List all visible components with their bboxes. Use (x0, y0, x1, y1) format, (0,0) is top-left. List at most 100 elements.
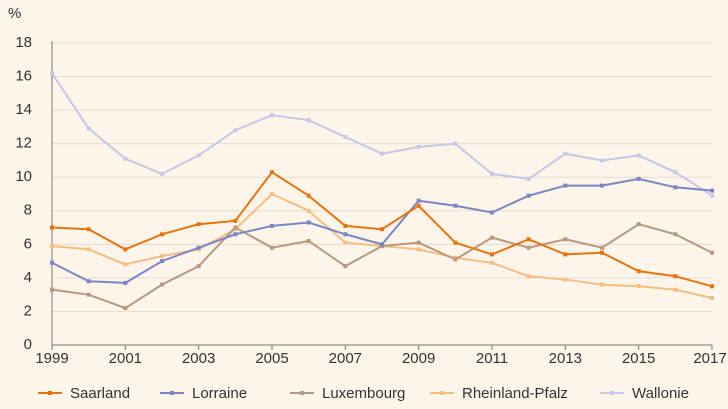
point (563, 151, 568, 156)
point (380, 242, 384, 247)
point (196, 245, 201, 250)
legend-marker (170, 391, 174, 395)
point (563, 252, 568, 257)
point (673, 232, 678, 237)
point (526, 237, 531, 242)
point (343, 134, 348, 139)
point (380, 151, 384, 156)
point (526, 245, 531, 250)
y-tick-label: 8 (24, 202, 32, 219)
point (123, 280, 128, 285)
point (710, 284, 714, 289)
point (490, 171, 494, 176)
point (416, 145, 421, 150)
point (636, 222, 641, 227)
x-tick-label: 2017 (693, 350, 726, 367)
point (160, 171, 164, 176)
point (416, 247, 421, 252)
legend-label: Saarland (70, 385, 130, 402)
point (160, 282, 164, 287)
point (86, 126, 91, 131)
point (563, 277, 568, 282)
y-tick-label: 6 (24, 235, 32, 252)
point (600, 282, 604, 287)
point (50, 225, 54, 230)
legend-marker (440, 391, 444, 395)
point (270, 223, 274, 228)
y-tick-label: 4 (24, 269, 32, 286)
point (380, 227, 384, 232)
point (636, 284, 641, 289)
point (196, 222, 201, 227)
y-tick-label: 10 (15, 168, 32, 185)
point (86, 247, 91, 252)
point (343, 264, 348, 269)
point (270, 170, 274, 175)
point (673, 287, 678, 292)
point (196, 264, 201, 269)
point (50, 287, 54, 292)
point (86, 279, 91, 284)
point (50, 260, 54, 265)
point (50, 244, 54, 249)
point (490, 235, 494, 240)
y-tick-label: 2 (24, 302, 32, 319)
point (123, 306, 128, 311)
point (490, 252, 494, 257)
x-tick-label: 1999 (35, 350, 68, 367)
legend-marker (300, 391, 304, 395)
point (453, 203, 458, 208)
point (306, 118, 311, 123)
point (343, 223, 348, 228)
point (636, 269, 641, 274)
x-tick-label: 2015 (622, 350, 655, 367)
x-tick-label: 2009 (402, 350, 435, 367)
point (416, 240, 421, 245)
point (233, 225, 238, 230)
point (270, 113, 274, 118)
y-tick-label: 18 (15, 34, 32, 51)
point (233, 128, 238, 133)
point (600, 250, 604, 255)
point (86, 227, 91, 232)
point (196, 153, 201, 158)
point (86, 292, 91, 297)
x-tick-label: 2001 (109, 350, 142, 367)
point (526, 274, 531, 279)
y-axis-label: % (8, 5, 21, 22)
x-tick-label: 2003 (182, 350, 215, 367)
point (526, 176, 531, 181)
point (160, 259, 164, 264)
point (490, 260, 494, 265)
point (270, 192, 274, 196)
legend-label: Luxembourg (322, 385, 405, 402)
point (306, 208, 311, 213)
point (453, 240, 458, 245)
point (710, 250, 714, 255)
legend-marker (48, 391, 52, 395)
point (160, 232, 164, 237)
point (673, 170, 678, 175)
point (270, 245, 274, 250)
point (710, 188, 714, 193)
point (710, 296, 714, 301)
series-line (51, 223, 713, 310)
point (453, 141, 458, 146)
point (600, 183, 604, 188)
point (490, 210, 494, 215)
point (526, 193, 531, 198)
y-tick-label: 0 (24, 336, 32, 353)
point (123, 247, 128, 252)
x-tick-label: 2007 (329, 350, 362, 367)
legend-label: Wallonie (632, 385, 689, 402)
point (563, 183, 568, 188)
point (673, 274, 678, 279)
point (306, 193, 311, 198)
point (50, 71, 54, 76)
x-tick-label: 2005 (255, 350, 288, 367)
point (636, 176, 641, 181)
y-tick-label: 16 (15, 68, 32, 85)
point (416, 198, 421, 203)
point (233, 218, 238, 223)
